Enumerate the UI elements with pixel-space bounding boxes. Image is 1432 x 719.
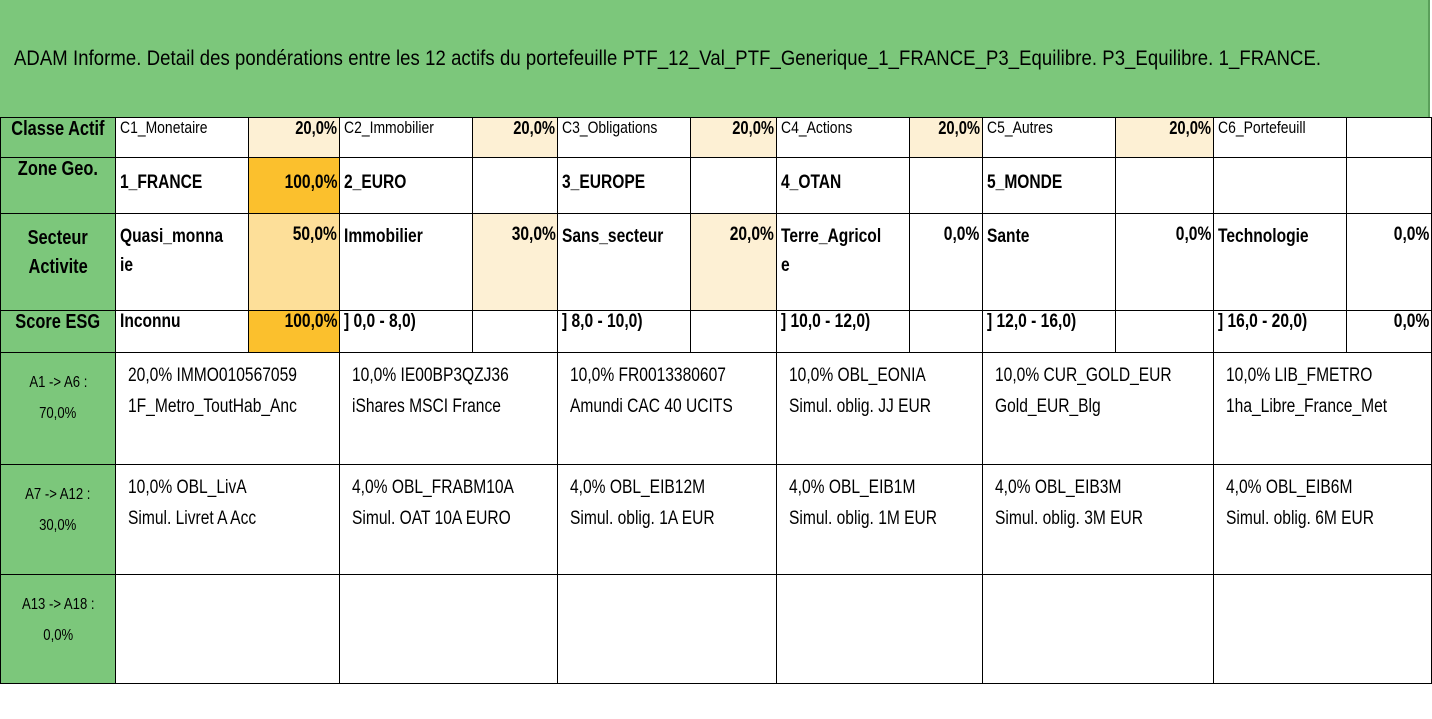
asset-cell: 4,0% OBL_EIB12M Simul. oblig. 1A EUR (557, 464, 778, 575)
zone-weight (1114, 157, 1215, 214)
esg-label: ] 8,0 - 10,0) (557, 310, 692, 353)
esg-weight: 100,0% (247, 310, 341, 353)
zone-weight (472, 157, 559, 214)
sector-weight: 50,0% (247, 213, 341, 311)
score-esg-header: Score ESG (0, 310, 116, 353)
classe-actif-row: Classe Actif C1_Monetaire 20,0% C2_Immob… (0, 117, 1432, 158)
asset-group-row: A7 -> A12 : 30,0% 10,0% OBL_LivA Simul. L… (0, 464, 1432, 575)
asset-cell: 10,0% CUR_GOLD_EUR Gold_EUR_Blg (981, 352, 1215, 465)
sector-label: Immobilier (339, 213, 474, 311)
asset-group-row: A1 -> A6 : 70,0% 20,0% IMMO010567059 1F_M… (0, 352, 1432, 465)
score-esg-row: Score ESG Inconnu 100,0% ] 0,0 - 8,0) ] … (0, 310, 1432, 353)
asset-group-row: A13 -> A18 : 0,0% (0, 574, 1432, 684)
asset-cell: 4,0% OBL_EIB6M Simul. oblig. 6M EUR (1213, 464, 1432, 575)
asset-cell: 4,0% OBL_FRABM10A Simul. OAT 10A EURO (339, 464, 559, 575)
sector-label: Quasi_monnaie (114, 213, 249, 311)
class-label: C3_Obligations (557, 117, 692, 158)
zone-weight (690, 157, 778, 214)
sector-weight: 20,0% (690, 213, 778, 311)
secteur-row: Secteur Activite Quasi_monnaie 50,0% Imm… (0, 213, 1432, 311)
esg-weight: 0,0% (1346, 310, 1432, 353)
esg-weight (1114, 310, 1215, 353)
asset-group-header: A7 -> A12 : 30,0% (0, 464, 116, 575)
class-label: C6_Portefeuill (1213, 117, 1348, 158)
zone-geo-row: Zone Geo. 1_FRANCE 100,0% 2_EURO 3_EUROP… (0, 157, 1432, 214)
asset-cell: 10,0% OBL_EONIA Simul. oblig. JJ EUR (776, 352, 983, 465)
esg-weight (909, 310, 983, 353)
asset-cell (981, 574, 1215, 684)
asset-cell: 10,0% LIB_FMETRO 1ha_Libre_France_Met (1213, 352, 1432, 465)
class-weight: 20,0% (909, 117, 983, 158)
class-weight: 20,0% (247, 117, 341, 158)
class-label: C4_Actions (776, 117, 911, 158)
zone-label (1213, 157, 1348, 214)
classe-actif-header: Classe Actif (0, 117, 116, 158)
secteur-header: Secteur Activite (0, 213, 116, 311)
zone-weight: 100,0% (247, 157, 341, 214)
sector-label: Sans_secteur (557, 213, 692, 311)
asset-cell (114, 574, 341, 684)
asset-cell: 10,0% IE00BP3QZJ36 iShares MSCI France (339, 352, 559, 465)
asset-group-header: A13 -> A18 : 0,0% (0, 574, 116, 684)
zone-weight (909, 157, 983, 214)
esg-weight (690, 310, 778, 353)
asset-cell (1213, 574, 1432, 684)
zone-label: 4_OTAN (776, 157, 911, 214)
zone-geo-header: Zone Geo. (0, 157, 116, 214)
report-title: ADAM Informe. Detail des pondérations en… (14, 46, 1322, 70)
sector-label: Sante (981, 213, 1116, 311)
asset-cell: 20,0% IMMO010567059 1F_Metro_ToutHab_Anc (114, 352, 341, 465)
sector-label: Technologie (1213, 213, 1348, 311)
zone-weight (1346, 157, 1432, 214)
esg-label: ] 10,0 - 12,0) (776, 310, 911, 353)
esg-weight (472, 310, 559, 353)
sector-weight: 0,0% (909, 213, 983, 311)
sector-weight: 0,0% (1114, 213, 1215, 311)
sector-weight: 0,0% (1346, 213, 1432, 311)
sector-label: Terre_Agricole (776, 213, 911, 311)
class-weight (1346, 117, 1432, 158)
esg-label: ] 12,0 - 16,0) (981, 310, 1116, 353)
esg-label: ] 16,0 - 20,0) (1213, 310, 1348, 353)
class-label: C2_Immobilier (339, 117, 474, 158)
asset-cell: 10,0% FR0013380607 Amundi CAC 40 UCITS (557, 352, 778, 465)
class-label: C1_Monetaire (114, 117, 249, 158)
zone-label: 2_EURO (339, 157, 474, 214)
sector-weight: 30,0% (472, 213, 559, 311)
asset-group-header: A1 -> A6 : 70,0% (0, 352, 116, 465)
asset-cell: 4,0% OBL_EIB3M Simul. oblig. 3M EUR (981, 464, 1215, 575)
weights-table: Classe Actif C1_Monetaire 20,0% C2_Immob… (0, 117, 1432, 684)
class-label: C5_Autres (981, 117, 1116, 158)
esg-label: ] 0,0 - 8,0) (339, 310, 474, 353)
zone-label: 5_MONDE (981, 157, 1116, 214)
esg-label: Inconnu (114, 310, 249, 353)
asset-cell: 10,0% OBL_LivA Simul. Livret A Acc (114, 464, 341, 575)
class-weight: 20,0% (690, 117, 778, 158)
report-title-bar: ADAM Informe. Detail des pondérations en… (0, 0, 1430, 117)
asset-cell (339, 574, 559, 684)
class-weight: 20,0% (472, 117, 559, 158)
zone-label: 1_FRANCE (114, 157, 249, 214)
asset-cell (557, 574, 778, 684)
class-weight: 20,0% (1114, 117, 1215, 158)
zone-label: 3_EUROPE (557, 157, 692, 214)
asset-cell (776, 574, 983, 684)
asset-cell: 4,0% OBL_EIB1M Simul. oblig. 1M EUR (776, 464, 983, 575)
